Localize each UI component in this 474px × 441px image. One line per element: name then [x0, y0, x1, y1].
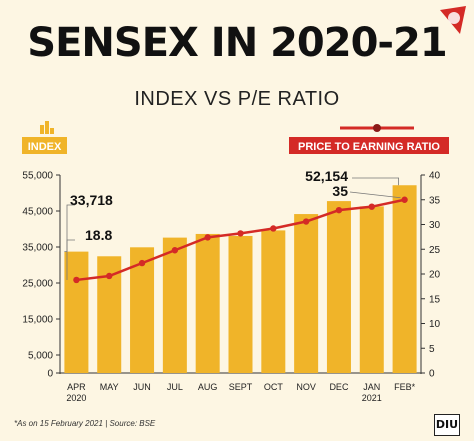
legend-index-label: INDEX	[28, 141, 62, 153]
legend-pe-icon-marker	[373, 124, 381, 132]
annotation-leader-index-first	[64, 204, 75, 253]
index-bar	[294, 214, 319, 373]
right-tick-label: 40	[429, 171, 441, 182]
annotation-pe-last: 35	[332, 183, 348, 199]
x-tick-label: APR	[67, 382, 86, 392]
right-tick-label: 15	[429, 294, 441, 305]
pe-ratio-point	[401, 196, 408, 203]
india-today-group-logo	[440, 6, 466, 34]
brand-logo-mark	[448, 12, 460, 24]
footnote: *As on 15 February 2021 | Source: BSE	[14, 419, 156, 428]
right-tick-label: 20	[429, 270, 441, 281]
legend-index-icon-bar	[40, 125, 44, 134]
x-tick-label: JAN	[363, 382, 380, 392]
x-tick-label: MAY	[100, 382, 119, 392]
legend-pe-box	[289, 137, 449, 154]
legend-index-box	[22, 137, 67, 154]
index-bar	[195, 233, 220, 373]
annotation-pe-first: 18.8	[85, 227, 112, 243]
legend-pe-label: PRICE TO EARNING RATIO	[298, 141, 440, 153]
right-tick-label: 30	[429, 220, 441, 231]
left-tick-label: 35,000	[22, 243, 53, 254]
index-bar	[228, 235, 253, 373]
chart-subtitle: INDEX VS P/E RATIO	[134, 88, 340, 110]
legend-index-icon-bar	[45, 121, 49, 134]
index-bar	[326, 201, 351, 373]
x-tick-label: JUL	[167, 382, 183, 392]
left-tick-label: 5,000	[28, 351, 53, 362]
right-tick-label: 25	[429, 245, 441, 256]
x-tick-label: JUN	[133, 382, 151, 392]
x-tick-label: OCT	[264, 382, 284, 392]
pe-ratio-point	[237, 230, 244, 237]
annotation-leader-index-last	[352, 177, 399, 186]
index-bar	[359, 206, 384, 373]
page-title: SENSEX IN 2020-21	[27, 20, 447, 66]
left-tick-label: 55,000	[22, 171, 53, 182]
annotation-index-first: 33,718	[70, 192, 113, 208]
index-bar	[64, 251, 89, 373]
left-tick-label: 45,000	[22, 207, 53, 218]
x-tick-label: AUG	[198, 382, 218, 392]
right-tick-label: 5	[429, 344, 435, 355]
x-tick-label: 2021	[362, 393, 382, 403]
x-tick-label: 2020	[66, 393, 86, 403]
x-tick-label: SEPT	[229, 382, 253, 392]
index-bar	[392, 185, 417, 373]
left-tick-label: 25,000	[22, 279, 53, 290]
right-tick-label: 0	[429, 369, 435, 380]
index-bar	[130, 247, 155, 373]
pe-ratio-point	[106, 272, 113, 280]
left-tick-label: 15,000	[22, 315, 53, 326]
pe-ratio-point	[302, 218, 310, 225]
left-tick-label: 0	[47, 369, 53, 380]
index-bar	[162, 237, 187, 373]
pe-ratio-point	[368, 203, 375, 210]
right-tick-label: 35	[429, 195, 441, 206]
x-tick-label: FEB*	[394, 382, 416, 392]
x-tick-label: NOV	[296, 382, 316, 392]
annotation-leader-pe-first	[66, 239, 75, 280]
pe-ratio-point	[138, 259, 146, 267]
pe-ratio-point	[171, 247, 179, 254]
pe-ratio-point	[204, 234, 211, 241]
pe-ratio-point	[270, 225, 277, 232]
right-tick-label: 10	[429, 319, 441, 330]
pe-ratio-point	[335, 206, 343, 214]
diu-logo: DIU	[434, 414, 460, 436]
pe-ratio-point	[73, 276, 80, 284]
legend-index-icon-bar	[50, 128, 54, 134]
x-tick-label: DEC	[329, 382, 349, 392]
index-bar	[261, 230, 286, 373]
annotation-index-last: 52,154	[305, 168, 348, 184]
annotation-leader-pe-last	[349, 191, 401, 199]
